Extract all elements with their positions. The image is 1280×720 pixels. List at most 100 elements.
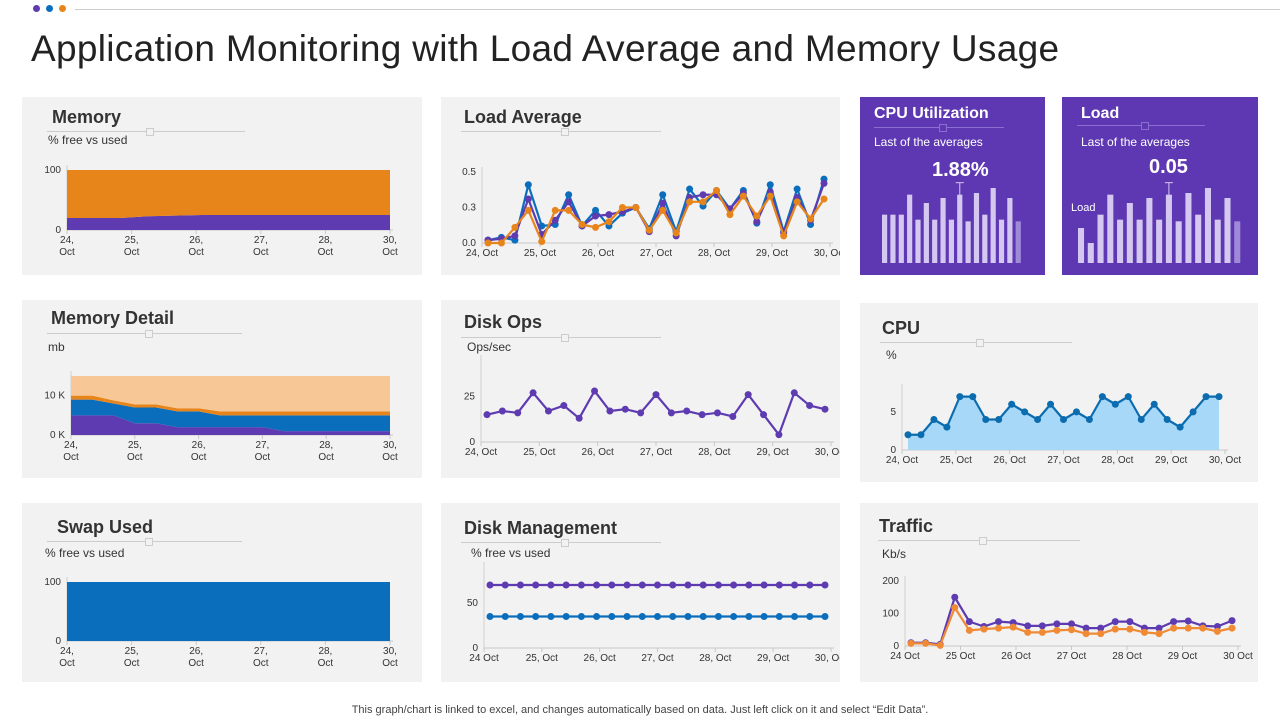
divider xyxy=(1077,122,1205,130)
disk-ops-chart[interactable]: 0 25 24, Oct 25, Oct 26, Oct 27, Oct 28, Oct 29… xyxy=(441,300,840,478)
data-point xyxy=(1189,408,1197,416)
data-point xyxy=(593,613,601,620)
area-series xyxy=(67,215,390,230)
bar xyxy=(973,193,980,263)
data-point xyxy=(739,192,747,200)
data-point xyxy=(753,218,761,226)
cpu-utilization-chart[interactable] xyxy=(860,97,1045,275)
card-subtitle: Kb/s xyxy=(882,547,907,561)
card-title: Load xyxy=(1081,105,1120,122)
data-point xyxy=(1009,623,1017,631)
divider xyxy=(461,334,661,342)
x-tick-label: 24, Oct xyxy=(59,235,75,258)
data-point xyxy=(638,581,646,589)
x-tick-label: 28, Oct xyxy=(699,653,731,664)
bar xyxy=(1234,221,1241,263)
data-point xyxy=(1126,625,1134,633)
data-point xyxy=(1170,624,1178,632)
y-tick-label: 0 xyxy=(469,437,475,448)
data-point xyxy=(821,613,829,620)
y-tick-label: 0 xyxy=(472,643,478,654)
divider xyxy=(878,537,1080,545)
data-point xyxy=(551,206,559,214)
data-point xyxy=(591,387,599,395)
bar xyxy=(1107,194,1114,263)
data-point xyxy=(730,613,738,620)
bar xyxy=(1195,214,1202,263)
divider xyxy=(47,128,245,136)
data-point xyxy=(1155,630,1163,638)
data-point xyxy=(904,431,912,439)
cpu-utilization-value: 1.88% xyxy=(932,159,989,181)
bar xyxy=(907,194,913,263)
data-point xyxy=(686,198,694,206)
x-tick-label: 30, Oct xyxy=(815,447,840,458)
data-point xyxy=(1213,627,1221,635)
data-point xyxy=(775,431,783,439)
x-tick-label: 25, Oct xyxy=(124,646,140,669)
card-subtitle: Ops/sec xyxy=(467,340,512,354)
data-point xyxy=(1213,623,1221,630)
data-point xyxy=(486,581,494,589)
x-tick-label: 24, Oct xyxy=(466,248,498,259)
data-point xyxy=(995,624,1003,632)
data-point xyxy=(684,581,692,589)
data-point xyxy=(1038,628,1046,636)
data-point xyxy=(980,625,988,633)
data-point xyxy=(714,581,722,589)
bar xyxy=(948,219,955,263)
data-point xyxy=(486,613,494,620)
decor-dots xyxy=(33,5,66,12)
data-point xyxy=(820,195,828,203)
data-point xyxy=(1184,617,1192,625)
data-point xyxy=(578,221,586,229)
bar xyxy=(940,198,946,263)
data-point xyxy=(605,218,613,226)
memory-detail-chart[interactable]: 0 K 10 K 24, Oct 25, Oct 26, Oct 27, Oct 28, Oct 30,… xyxy=(22,300,422,478)
traffic-chart[interactable]: 0 100 200 24 Oct 25 Oct 26 Oct 27 Oct 28 Oct 29 … xyxy=(860,503,1258,682)
data-point xyxy=(982,416,990,423)
data-point xyxy=(497,239,505,247)
memory-detail-card: 0 K 10 K 24, Oct 25, Oct 26, Oct 27, Oct 28, Oct 30,… xyxy=(22,300,422,478)
data-point xyxy=(1199,624,1207,632)
x-tick-label: 25, Oct xyxy=(124,235,140,258)
bar xyxy=(1146,198,1153,263)
data-point xyxy=(575,414,583,422)
bar xyxy=(957,194,963,263)
data-point xyxy=(930,416,938,423)
disk-management-chart[interactable]: 0 50 24 Oct 25, Oct 26, Oct 27, Oct 28, Oct 29,… xyxy=(441,503,840,682)
y-tick-label: 0.0 xyxy=(462,238,476,249)
card-subtitle: mb xyxy=(48,340,65,354)
card-title: Load Average xyxy=(464,107,582,127)
x-tick-label: 24, Oct xyxy=(465,447,497,458)
load-chart[interactable] xyxy=(1062,97,1258,275)
data-point xyxy=(1024,628,1032,636)
divider xyxy=(874,124,1004,132)
bar xyxy=(1185,193,1192,263)
data-point xyxy=(686,185,694,193)
x-tick-label: 26, Oct xyxy=(582,447,614,458)
load-average-chart[interactable]: 0.0 0.3 0.5 24, Oct 25, Oct 26, Oct 27, Oct 28,… xyxy=(441,97,840,275)
data-point xyxy=(565,198,573,206)
card-title: Traffic xyxy=(879,516,934,536)
data-point xyxy=(951,593,959,601)
data-point xyxy=(1053,626,1061,634)
data-point xyxy=(807,215,815,223)
data-point xyxy=(659,191,667,199)
cpu-chart[interactable]: 0 5 24, Oct 25, Oct 26, Oct 27, Oct 28, Oct 29,… xyxy=(860,303,1258,482)
data-point xyxy=(592,223,600,231)
data-point xyxy=(699,613,707,620)
bar xyxy=(990,188,996,263)
x-tick-label: 24, Oct xyxy=(886,455,918,466)
x-tick-label: 26, Oct xyxy=(994,455,1026,466)
x-tick-label: 25, Oct xyxy=(523,447,555,458)
data-point xyxy=(683,407,691,415)
memory-chart[interactable]: 0 100 24, Oct 25, Oct 26, Oct 27, Oct 28, Oct 30, Oct xyxy=(22,97,422,275)
data-point xyxy=(1024,622,1032,630)
bar xyxy=(1224,198,1231,263)
data-point xyxy=(1097,624,1105,632)
swap-used-chart[interactable]: 0 100 24, Oct 25, Oct 26, Oct 27, Oct 28, Oct 30, Oct xyxy=(22,503,422,682)
x-tick-label: 28, Oct xyxy=(318,646,334,669)
data-point xyxy=(498,407,506,415)
data-point xyxy=(606,407,614,415)
